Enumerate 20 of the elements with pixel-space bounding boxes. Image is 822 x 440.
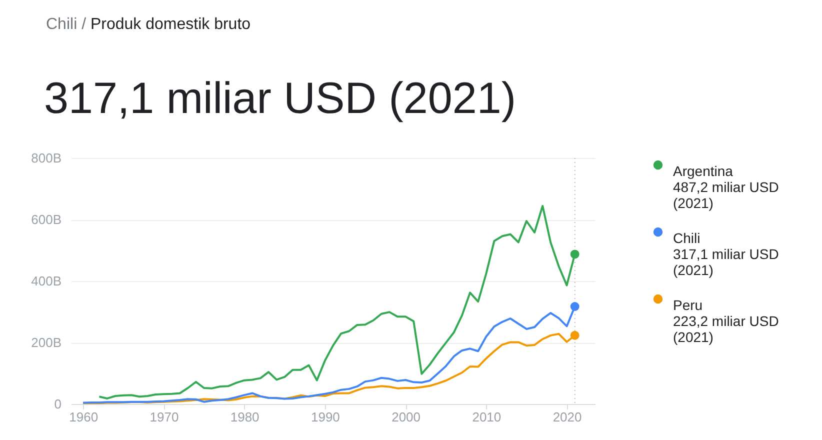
- legend-label: Argentina: [673, 163, 734, 179]
- x-tick-label: 2000: [392, 410, 421, 424]
- text: 317,1 miliar USD (2021): [673, 246, 779, 278]
- chart-title: 317,1 miliar USD (2021): [44, 74, 516, 124]
- text: 223,2 miliar USD (2021): [673, 313, 779, 345]
- y-tick-label: 0: [54, 396, 62, 412]
- text: 487,2 miliar USD (2021): [673, 179, 779, 211]
- y-tick-label: 600B: [31, 212, 62, 227]
- legend-label: Peru: [673, 297, 703, 313]
- x-tick-label: 2010: [472, 410, 502, 424]
- y-tick-label: 200B: [31, 335, 62, 350]
- y-tick-label: 800B: [31, 150, 62, 166]
- x-tick-label: 2020: [552, 410, 582, 424]
- x-tick-label: 1980: [230, 410, 260, 424]
- y-tick-label: 400B: [31, 274, 62, 288]
- legend-label: Chili: [673, 230, 700, 246]
- chart-subtitle: Chili / Produk domestik bruto: [46, 16, 251, 33]
- x-tick-label: 1990: [310, 410, 340, 424]
- x-tick-label: 1970: [150, 410, 179, 424]
- x-tick-label: 1960: [69, 410, 98, 424]
